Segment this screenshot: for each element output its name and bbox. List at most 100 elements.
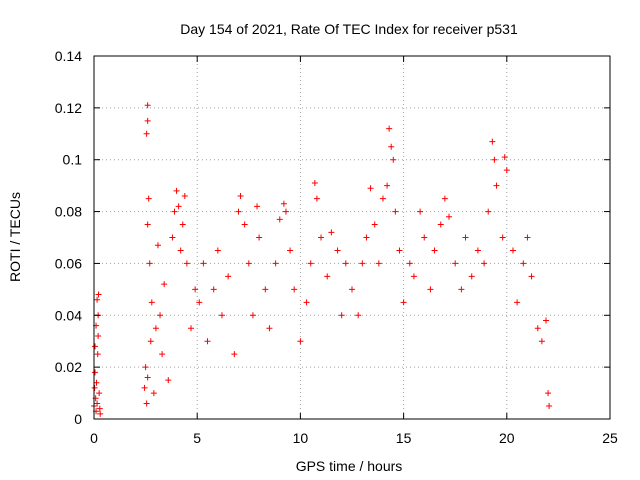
data-point bbox=[143, 400, 150, 407]
x-tick-label: 20 bbox=[499, 430, 515, 446]
data-point bbox=[458, 286, 465, 293]
data-point bbox=[384, 182, 391, 189]
data-point bbox=[144, 117, 151, 124]
data-point bbox=[144, 221, 151, 228]
data-point bbox=[171, 208, 178, 215]
y-tick-label: 0.04 bbox=[55, 307, 82, 323]
x-tick-label: 25 bbox=[602, 430, 618, 446]
data-point bbox=[291, 286, 298, 293]
data-point bbox=[349, 286, 355, 293]
data-point bbox=[256, 234, 263, 241]
data-point bbox=[328, 229, 335, 236]
data-point bbox=[388, 143, 395, 150]
data-point bbox=[334, 247, 341, 254]
data-point bbox=[485, 208, 492, 215]
x-tick-label: 0 bbox=[90, 430, 98, 446]
data-point bbox=[196, 299, 203, 306]
y-tick-label: 0.1 bbox=[63, 152, 83, 168]
data-point bbox=[181, 193, 188, 200]
data-point bbox=[534, 325, 541, 332]
y-tick-label: 0.06 bbox=[55, 255, 82, 271]
data-point bbox=[431, 247, 438, 254]
data-point bbox=[375, 260, 382, 267]
data-point bbox=[287, 247, 294, 254]
data-point bbox=[92, 343, 99, 350]
data-point bbox=[499, 234, 506, 241]
data-point bbox=[159, 351, 166, 358]
data-point bbox=[392, 208, 399, 215]
y-axis-label: ROTI / TECUs bbox=[7, 192, 23, 282]
data-point bbox=[509, 247, 516, 254]
data-point bbox=[493, 182, 500, 189]
data-point bbox=[204, 338, 211, 345]
data-point bbox=[545, 390, 552, 397]
data-point bbox=[297, 338, 304, 345]
data-point bbox=[97, 410, 104, 417]
data-point bbox=[154, 242, 161, 249]
data-point bbox=[417, 208, 424, 215]
data-point bbox=[96, 390, 103, 397]
data-point bbox=[231, 351, 238, 358]
data-point bbox=[520, 260, 527, 267]
data-point bbox=[427, 286, 434, 293]
data-point bbox=[254, 203, 261, 210]
data-point bbox=[165, 377, 172, 384]
axis-ticks: 0 5 10 15 20 25 0 0.02 0.04 0.06 0.08 0.1 0.12 0.14 bbox=[55, 48, 618, 446]
data-point bbox=[144, 374, 151, 381]
grid-lines bbox=[94, 56, 610, 419]
data-point bbox=[503, 167, 510, 174]
data-point bbox=[144, 102, 151, 109]
data-point bbox=[307, 260, 314, 267]
data-point bbox=[318, 234, 325, 241]
data-point bbox=[355, 312, 362, 319]
data-point bbox=[146, 260, 153, 267]
data-point bbox=[311, 180, 318, 187]
data-point bbox=[95, 291, 102, 298]
data-point bbox=[94, 351, 101, 358]
data-point bbox=[546, 403, 553, 410]
data-point bbox=[462, 234, 469, 241]
data-point bbox=[175, 203, 182, 210]
data-point bbox=[468, 273, 475, 280]
data-point bbox=[173, 187, 180, 194]
data-point bbox=[249, 312, 256, 319]
data-point bbox=[396, 247, 403, 254]
data-point bbox=[363, 234, 370, 241]
data-point bbox=[143, 130, 150, 137]
data-point bbox=[386, 125, 393, 132]
data-point bbox=[282, 208, 289, 215]
data-point bbox=[141, 384, 148, 391]
data-point bbox=[95, 333, 102, 340]
data-point bbox=[214, 247, 221, 254]
data-point bbox=[524, 234, 531, 241]
data-point bbox=[262, 286, 269, 293]
y-tick-label: 0.08 bbox=[55, 204, 82, 220]
data-point bbox=[400, 299, 407, 306]
chart-title: Day 154 of 2021, Rate Of TEC Index for r… bbox=[180, 21, 518, 37]
data-point bbox=[200, 260, 207, 267]
data-point bbox=[543, 317, 550, 324]
data-point bbox=[179, 221, 186, 228]
data-point bbox=[161, 281, 168, 288]
data-point bbox=[324, 273, 331, 280]
data-point bbox=[266, 325, 273, 332]
data-point bbox=[218, 312, 225, 319]
data-point bbox=[280, 200, 287, 207]
data-point bbox=[481, 260, 488, 267]
y-tick-label: 0.14 bbox=[55, 48, 82, 64]
data-point bbox=[92, 369, 99, 376]
data-point bbox=[177, 247, 184, 254]
data-point bbox=[235, 208, 242, 215]
data-point bbox=[145, 195, 152, 202]
data-point bbox=[406, 260, 413, 267]
y-tick-label: 0.02 bbox=[55, 359, 82, 375]
data-point bbox=[192, 286, 199, 293]
data-point bbox=[474, 247, 481, 254]
data-point bbox=[91, 384, 98, 391]
y-tick-label: 0.12 bbox=[55, 100, 82, 116]
data-point bbox=[276, 216, 283, 223]
data-point bbox=[342, 260, 349, 267]
data-point bbox=[272, 260, 279, 267]
x-axis-label: GPS time / hours bbox=[296, 458, 403, 474]
data-points bbox=[91, 102, 553, 417]
